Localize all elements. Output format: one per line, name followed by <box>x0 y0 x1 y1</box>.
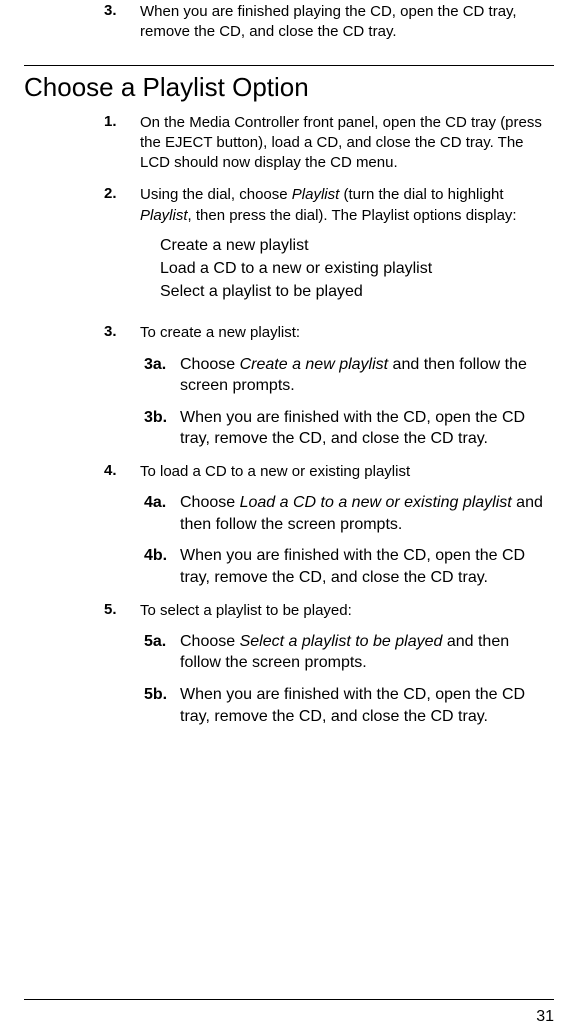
previous-step-3: 3. When you are finished playing the CD,… <box>104 2 554 43</box>
step-body: To load a CD to a new or existing playli… <box>140 462 554 589</box>
step-number: 4. <box>104 462 140 589</box>
playlist-options: Create a new playlist Load a CD to a new… <box>160 234 554 304</box>
substep-number: 5a. <box>144 631 180 674</box>
step-3: 3. To create a new playlist: 3a. Choose … <box>104 323 554 450</box>
section-rule <box>24 65 554 66</box>
option-item: Create a new playlist <box>160 234 554 257</box>
step-number: 1. <box>104 113 140 174</box>
substep-number: 4b. <box>144 545 180 588</box>
italic-text: Playlist <box>140 207 188 224</box>
substep-number: 5b. <box>144 684 180 727</box>
substep-text: When you are finished with the CD, open … <box>180 407 554 450</box>
substep-text: Choose Load a CD to a new or existing pl… <box>180 492 554 535</box>
text-fragment: Choose <box>180 633 240 650</box>
text-fragment: Choose <box>180 494 240 511</box>
substep-text: Choose Create a new playlist and then fo… <box>180 354 554 397</box>
step-5: 5. To select a playlist to be played: 5a… <box>104 601 554 728</box>
step-text: Using the dial, choose Playlist (turn th… <box>140 185 554 311</box>
step-1: 1. On the Media Controller front panel, … <box>104 113 554 174</box>
step-body: To select a playlist to be played: 5a. C… <box>140 601 554 728</box>
substep-number: 4a. <box>144 492 180 535</box>
step-text: To create a new playlist: <box>140 324 300 341</box>
step-4: 4. To load a CD to a new or existing pla… <box>104 462 554 589</box>
substep-5a: 5a. Choose Select a playlist to be playe… <box>144 631 554 674</box>
step-text: On the Media Controller front panel, ope… <box>140 113 554 174</box>
option-item: Select a playlist to be played <box>160 280 554 303</box>
substep-text: When you are finished with the CD, open … <box>180 545 554 588</box>
step-text: To load a CD to a new or existing playli… <box>140 463 410 480</box>
italic-text: Select a playlist to be played <box>240 633 443 650</box>
substep-text: Choose Select a playlist to be played an… <box>180 631 554 674</box>
substep-text: When you are finished with the CD, open … <box>180 684 554 727</box>
substep-3b: 3b. When you are finished with the CD, o… <box>144 407 554 450</box>
substep-5b: 5b. When you are finished with the CD, o… <box>144 684 554 727</box>
substep-number: 3a. <box>144 354 180 397</box>
substep-4a: 4a. Choose Load a CD to a new or existin… <box>144 492 554 535</box>
page-number: 31 <box>536 1008 554 1026</box>
text-fragment: , then press the dial). The Playlist opt… <box>188 207 517 224</box>
step-number: 5. <box>104 601 140 728</box>
text-fragment: (turn the dial to highlight <box>339 186 503 203</box>
footer-rule <box>24 999 554 1000</box>
step-text: When you are finished playing the CD, op… <box>140 2 554 43</box>
page-content: 3. When you are finished playing the CD,… <box>0 0 578 727</box>
step-body: To create a new playlist: 3a. Choose Cre… <box>140 323 554 450</box>
text-fragment: Choose <box>180 356 240 373</box>
italic-text: Playlist <box>292 186 340 203</box>
text-fragment: Using the dial, choose <box>140 186 292 203</box>
steps-list: 1. On the Media Controller front panel, … <box>104 113 554 728</box>
substep-number: 3b. <box>144 407 180 450</box>
step-number: 3. <box>104 2 140 43</box>
substep-4b: 4b. When you are finished with the CD, o… <box>144 545 554 588</box>
substep-3a: 3a. Choose Create a new playlist and the… <box>144 354 554 397</box>
step-2: 2. Using the dial, choose Playlist (turn… <box>104 185 554 311</box>
italic-text: Create a new playlist <box>240 356 389 373</box>
step-text: To select a playlist to be played: <box>140 602 352 619</box>
step-number: 3. <box>104 323 140 450</box>
option-item: Load a CD to a new or existing playlist <box>160 257 554 280</box>
step-number: 2. <box>104 185 140 311</box>
italic-text: Load a CD to a new or existing playlist <box>240 494 512 511</box>
section-heading: Choose a Playlist Option <box>24 72 554 103</box>
